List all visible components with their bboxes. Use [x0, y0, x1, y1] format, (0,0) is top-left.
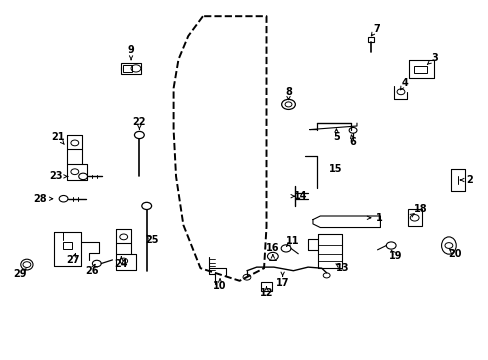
Text: 17: 17: [275, 278, 289, 288]
Bar: [121, 63, 141, 74]
Text: 9: 9: [127, 45, 134, 55]
Text: 26: 26: [85, 266, 99, 276]
Text: 15: 15: [328, 164, 342, 174]
Bar: [62, 242, 72, 249]
Text: 21: 21: [51, 132, 64, 142]
Text: 27: 27: [66, 255, 80, 265]
Text: 24: 24: [114, 258, 128, 269]
Text: 28: 28: [33, 194, 47, 204]
Bar: [122, 65, 131, 72]
Text: 19: 19: [388, 251, 402, 261]
Text: 8: 8: [285, 87, 291, 97]
Text: 11: 11: [285, 236, 299, 246]
Text: 1: 1: [375, 213, 382, 223]
Text: 2: 2: [465, 175, 472, 185]
Bar: [407, 209, 421, 226]
Text: 10: 10: [213, 281, 226, 291]
Text: 6: 6: [349, 137, 356, 147]
Text: 23: 23: [49, 171, 63, 181]
Text: 18: 18: [413, 204, 427, 214]
Text: 4: 4: [401, 78, 407, 88]
Bar: [261, 282, 271, 291]
Text: 3: 3: [431, 53, 438, 63]
Text: 5: 5: [332, 132, 339, 142]
Text: 14: 14: [293, 191, 306, 201]
Text: 29: 29: [13, 269, 26, 279]
Text: 22: 22: [132, 117, 146, 127]
Bar: [414, 66, 426, 73]
Text: 16: 16: [265, 243, 279, 253]
Text: 13: 13: [335, 263, 348, 273]
Text: 20: 20: [447, 249, 461, 259]
Text: 12: 12: [259, 288, 273, 298]
Text: 7: 7: [372, 24, 379, 34]
Bar: [367, 37, 373, 42]
Text: 25: 25: [144, 235, 158, 246]
